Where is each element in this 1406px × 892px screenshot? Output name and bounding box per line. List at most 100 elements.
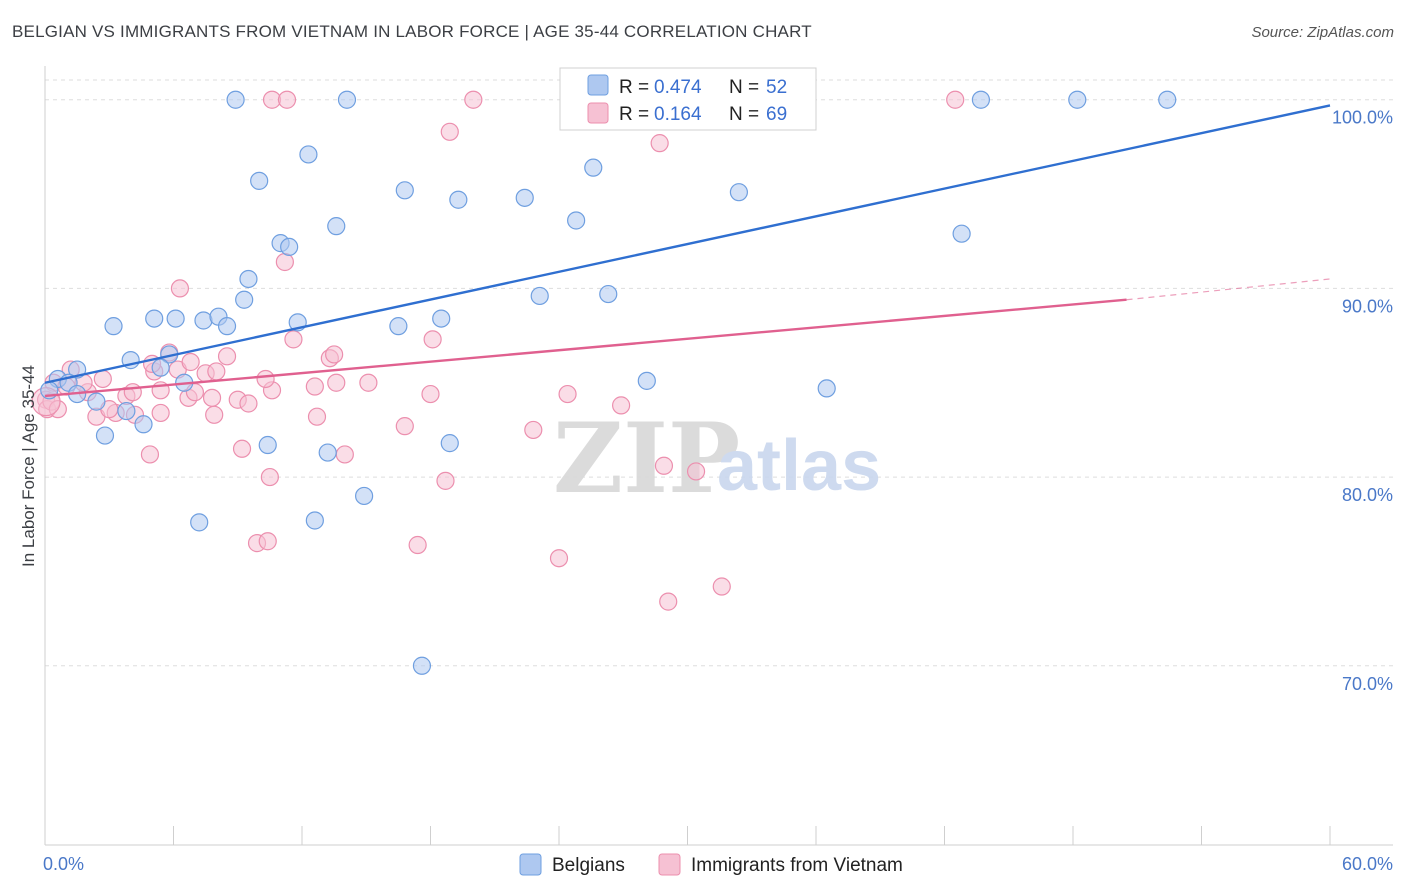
belgians-point-13: [952, 224, 971, 243]
vietnam-point-42: [524, 420, 543, 440]
belgians-point-12: [567, 211, 586, 230]
legend-n-label-vietnam: N =: [729, 104, 759, 125]
vietnam-point-38: [205, 405, 224, 424]
vietnam-point-19: [181, 352, 200, 372]
vietnam-point-37: [151, 403, 170, 423]
y-tick-labels: 70.0% 80.0% 90.0% 100.0%: [1332, 108, 1393, 694]
belgians-point-28: [432, 309, 451, 328]
bottom-legend: Belgians Immigrants from Vietnam: [519, 853, 903, 876]
watermark-zip: ZIP: [553, 402, 740, 515]
belgians-point-10: [515, 188, 534, 207]
x-tick-label-max: 60.0%: [1342, 854, 1393, 874]
vietnam-point-26: [202, 388, 222, 407]
belgians-point-32: [151, 358, 170, 377]
belgians-point-1: [337, 90, 357, 109]
belgians-point-50: [305, 511, 324, 530]
vietnam-point-39: [239, 394, 258, 413]
belgians-point-43: [134, 415, 153, 434]
trend-line-belgians: [44, 104, 1331, 384]
bottom-legend-swatch-vietnam: [658, 853, 681, 876]
belgians-point-40: [637, 371, 656, 390]
belgians-point-5: [299, 145, 318, 164]
legend-r-label-vietnam: R =: [619, 104, 649, 125]
watermark-atlas: atlas: [717, 426, 881, 506]
belgians-point-42: [117, 401, 136, 421]
vietnam-point-43: [558, 384, 577, 404]
vietnam-point-45: [140, 445, 160, 464]
vietnam-point-66: [256, 369, 275, 389]
belgians-point-6: [584, 158, 603, 177]
vietnam-point-55: [549, 549, 569, 568]
belgians-point-29: [104, 317, 123, 336]
belgians-point-17: [239, 269, 258, 289]
vietnam-point-15: [93, 369, 112, 389]
vietnam-point-59: [207, 362, 226, 381]
belgians-point-23: [194, 311, 213, 330]
vietnam-point-62: [325, 345, 344, 364]
belgians-point-27: [389, 317, 408, 336]
y-tick-label-70: 70.0%: [1342, 674, 1393, 694]
legend-n-label-belgians: N =: [729, 77, 759, 98]
vietnam-point-5: [440, 122, 459, 141]
vietnam-point-50: [654, 456, 674, 475]
vietnam-point-6: [650, 134, 669, 153]
vietnam-point-57: [712, 577, 731, 596]
belgians-point-2: [971, 90, 991, 109]
vietnam-point-56: [659, 592, 678, 611]
vietnam-point-53: [258, 532, 277, 551]
belgians-point-47: [440, 434, 459, 453]
trend-line-vietnam: [44, 298, 1127, 398]
vietnam-point-41: [395, 417, 414, 436]
belgians-point-41: [817, 379, 836, 398]
belgians-point-7: [250, 171, 269, 190]
belgians-point-18: [235, 290, 254, 309]
belgians-point-19: [530, 286, 549, 306]
legend-swatch-vietnam: [587, 102, 609, 124]
legend-n-value-vietnam: 69: [766, 104, 787, 125]
vietnam-point-49: [436, 471, 455, 490]
vietnam-point-4: [946, 90, 965, 109]
belgians-point-49: [190, 513, 209, 532]
vietnam-point-29: [327, 373, 346, 392]
legend-swatch-belgians: [587, 74, 609, 96]
vietnam-point-48: [260, 467, 279, 487]
belgians-point-48: [355, 486, 374, 506]
legend-n-value-belgians: 52: [766, 77, 787, 98]
vietnam-point-30: [359, 373, 378, 392]
belgians-point-46: [318, 443, 337, 462]
belgians-point-45: [258, 435, 277, 455]
bottom-legend-vietnam: Immigrants from Vietnam: [691, 855, 903, 876]
vietnam-point-46: [232, 439, 252, 458]
belgians-point-16: [280, 237, 299, 257]
vietnam-point-12: [423, 330, 442, 349]
vietnam-point-7: [275, 252, 294, 272]
belgians-point-44: [95, 426, 115, 445]
belgians-point-0: [226, 90, 245, 109]
source-credit: Source: ZipAtlas.com: [1251, 24, 1394, 41]
y-tick-label-100: 100.0%: [1332, 108, 1393, 128]
belgians-point-22: [166, 309, 185, 328]
legend-r-value-vietnam: 0.164: [654, 104, 702, 125]
bottom-legend-swatch-belgians: [519, 853, 542, 876]
vietnam-point-51: [686, 462, 706, 481]
y-tick-label-90: 90.0%: [1342, 296, 1393, 316]
chart-title: BELGIAN VS IMMIGRANTS FROM VIETNAM IN LA…: [12, 22, 812, 41]
vietnam-point-1: [277, 90, 297, 109]
legend-r-label-belgians: R =: [619, 77, 649, 98]
vietnam-point-65: [123, 383, 142, 402]
belgians-point-4: [1158, 90, 1177, 109]
watermark: ZIP atlas: [553, 402, 881, 515]
belgians-point-9: [449, 190, 468, 209]
x-tick-label-min: 0.0%: [43, 854, 84, 874]
belgians-point-20: [599, 284, 618, 304]
series-belgians-points: [40, 90, 1177, 675]
vietnam-point-10: [217, 347, 237, 366]
vietnam-point-47: [335, 445, 354, 464]
belgians-point-38: [87, 392, 106, 411]
trend-lines: [44, 104, 1331, 398]
vietnam-point-8: [170, 279, 190, 298]
vietnam-point-13: [284, 330, 303, 349]
belgians-point-3: [1068, 90, 1087, 109]
trend-line-vietnam-extension: [1126, 278, 1331, 301]
